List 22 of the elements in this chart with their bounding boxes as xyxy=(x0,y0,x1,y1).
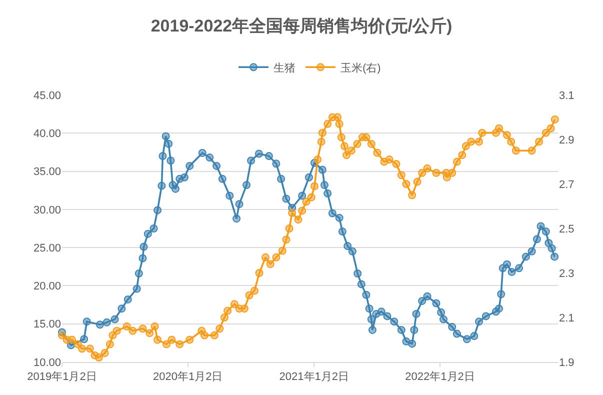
y-tick-label: 10.00 xyxy=(33,356,61,369)
y-tick-label: 20.00 xyxy=(33,280,61,293)
y-tick-label: 15.00 xyxy=(33,318,61,331)
x-tick-label: 2022年1月2日 xyxy=(405,371,475,384)
y2-tick-label: 3.1 xyxy=(559,90,574,102)
y2-tick-label: 2.9 xyxy=(559,134,574,146)
x-tick-label: 2021年1月2日 xyxy=(279,371,349,384)
y2-tick-label: 2.1 xyxy=(559,312,574,324)
y-tick-label: 25.00 xyxy=(33,242,61,254)
y-tick-label: 35.00 xyxy=(33,166,61,178)
y-tick-label: 45.00 xyxy=(33,90,61,102)
y-tick-label: 40.00 xyxy=(33,128,61,140)
y2-tick-label: 2.7 xyxy=(559,178,574,191)
legend-label: 玉米(右) xyxy=(340,61,381,74)
y-tick-label: 30.00 xyxy=(33,204,61,216)
y2-tick-label: 1.9 xyxy=(559,356,574,369)
y2-tick-label: 2.5 xyxy=(559,223,574,236)
x-tick-label: 2020年1月2日 xyxy=(153,371,223,384)
x-tick-label: 2019年1月2日 xyxy=(27,371,97,384)
y2-tick-label: 2.3 xyxy=(559,268,574,280)
chart-title: 2019-2022年全国每周销售均价(元/公斤) xyxy=(150,16,452,36)
legend-label: 生猪 xyxy=(274,61,296,74)
